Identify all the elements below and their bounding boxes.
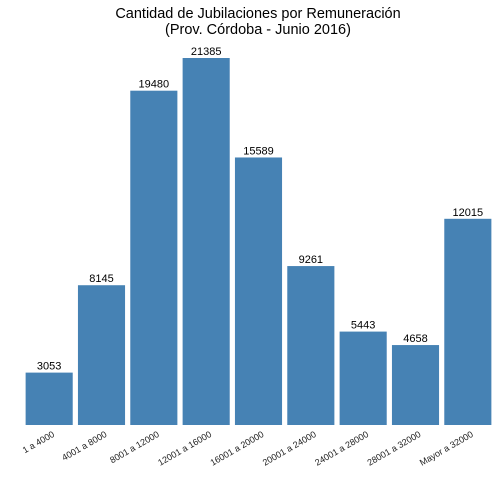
data-label-2: 8145 (89, 273, 113, 285)
x-tick-label-5: 16001 a 20000 (208, 429, 265, 468)
data-label-5: 15589 (243, 145, 274, 157)
x-tick-label-1: 1 a 4000 (21, 429, 56, 455)
bar-6 (287, 266, 335, 425)
chart-title: Cantidad de Jubilaciones por Remuneració… (115, 6, 400, 22)
bar-4 (182, 58, 230, 425)
data-label-1: 3053 (37, 361, 61, 373)
bars-group (25, 58, 492, 425)
x-tick-label-6: 20001 a 24000 (261, 429, 318, 468)
x-tick-label-2: 4001 a 8000 (60, 429, 108, 463)
x-tick-label-9: Mayor a 32000 (418, 429, 475, 468)
data-label-8: 4658 (403, 333, 427, 345)
data-label-4: 21385 (191, 46, 222, 58)
bar-3 (130, 90, 178, 425)
bar-2 (77, 285, 126, 425)
bar-9 (444, 218, 492, 425)
bar-1 (25, 372, 73, 425)
data-labels-group: 3053 8145 19480 21385 15589 9261 5443 4658 12015 (37, 46, 483, 373)
data-label-9: 12015 (453, 207, 484, 219)
data-label-6: 9261 (299, 254, 323, 266)
bar-5 (234, 157, 283, 425)
x-tick-label-8: 28001 a 32000 (365, 429, 422, 468)
data-label-3: 19480 (139, 79, 170, 91)
bar-7 (339, 331, 387, 425)
x-tick-label-4: 12001 a 16000 (156, 429, 213, 468)
bar-8 (391, 345, 440, 425)
data-label-7: 5443 (351, 320, 375, 332)
x-tick-label-7: 24001 a 28000 (313, 429, 370, 468)
chart-subtitle: (Prov. Córdoba - Junio 2016) (165, 22, 351, 38)
x-tick-label-3: 8001 a 12000 (108, 429, 161, 465)
